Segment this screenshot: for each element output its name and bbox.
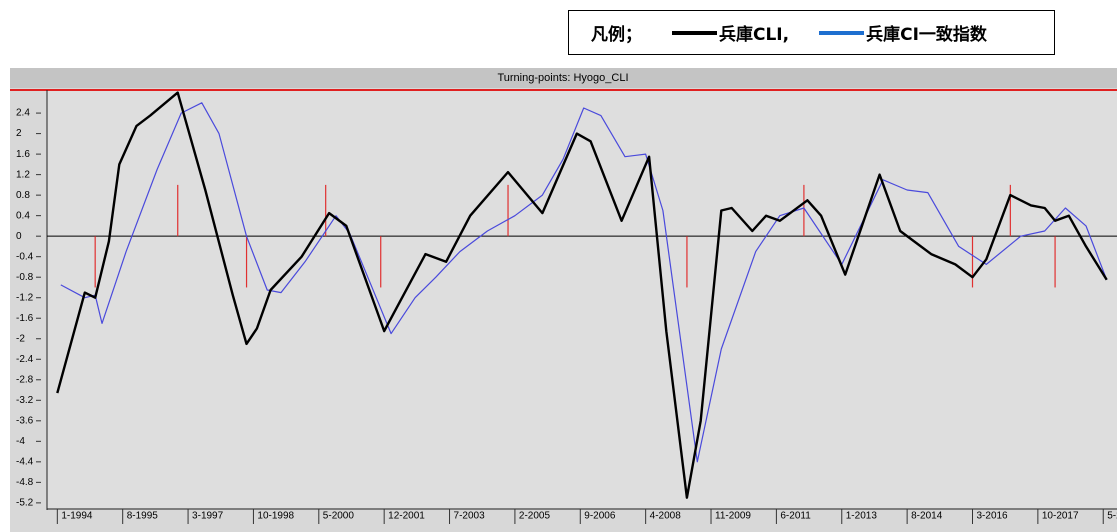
y-tick-label: -0.4 [16, 251, 34, 262]
x-tick-label: 5-2019 [1107, 511, 1117, 522]
x-tick-label: 5-2000 [323, 511, 355, 522]
x-tick-label: 3-2016 [976, 511, 1008, 522]
y-tick-label: 0.4 [16, 210, 30, 221]
y-tick-label: -5.2 [16, 498, 34, 509]
y-tick-label: -2.8 [16, 374, 34, 385]
x-tick-label: 9-2006 [584, 511, 616, 522]
x-tick-label: 12-2001 [388, 511, 425, 522]
x-tick-label: 8-1995 [127, 511, 159, 522]
y-tick-label: -1.2 [16, 292, 34, 303]
x-tick-label: 6-2011 [780, 511, 811, 522]
x-tick-label: 10-1998 [257, 511, 294, 522]
line-series [56, 91, 1108, 499]
y-tick-label: 1.2 [16, 169, 30, 180]
y-tick-label: 1.6 [16, 149, 30, 160]
chart-title: Turning-points: Hyogo_CLI [497, 72, 628, 84]
x-tick-label: 8-2014 [911, 511, 943, 522]
y-tick-label: -4.4 [16, 456, 34, 467]
y-tick-label: 2.4 [16, 108, 30, 119]
x-tick-label: 10-2017 [1042, 511, 1079, 522]
legend-swatch [672, 30, 717, 35]
plot-area [47, 90, 1117, 508]
y-tick-label: -4 [16, 436, 25, 447]
legend-swatch [819, 30, 865, 35]
legend-label: 兵庫CLI, [719, 25, 790, 45]
y-tick-label: -1.6 [16, 313, 34, 324]
legend-label: 兵庫CI一致指数 [866, 25, 987, 45]
legend-title: 凡例； [591, 25, 642, 45]
x-tick-label: 4-2008 [650, 511, 682, 522]
x-tick-label: 1-1994 [61, 511, 93, 522]
y-tick-label: -0.8 [16, 272, 34, 283]
legend-item: 兵庫CI一致指数 [819, 20, 987, 45]
x-tick-label: 1-2013 [846, 511, 878, 522]
y-tick-label: -3.2 [16, 395, 34, 406]
y-tick-label: -2.4 [16, 354, 34, 365]
y-tick-label: -2 [16, 333, 25, 344]
title-bar [10, 68, 1117, 88]
legend-item: 兵庫CLI, [672, 20, 789, 45]
x-tick-label: 2-2005 [519, 511, 551, 522]
x-tick-label: 3-1997 [192, 511, 224, 522]
y-tick-label: 0.8 [16, 190, 30, 201]
y-tick-label: -4.8 [16, 477, 34, 488]
x-tick-label: 11-2009 [715, 511, 751, 522]
x-tick-label: 7-2003 [454, 511, 486, 522]
y-tick-label: -3.6 [16, 415, 34, 426]
y-tick-label: 0 [16, 231, 22, 242]
line-series [60, 102, 1108, 463]
y-tick-label: 2 [16, 128, 22, 139]
legend: 凡例； 兵庫CLI, 兵庫CI一致指数 [568, 10, 1055, 55]
